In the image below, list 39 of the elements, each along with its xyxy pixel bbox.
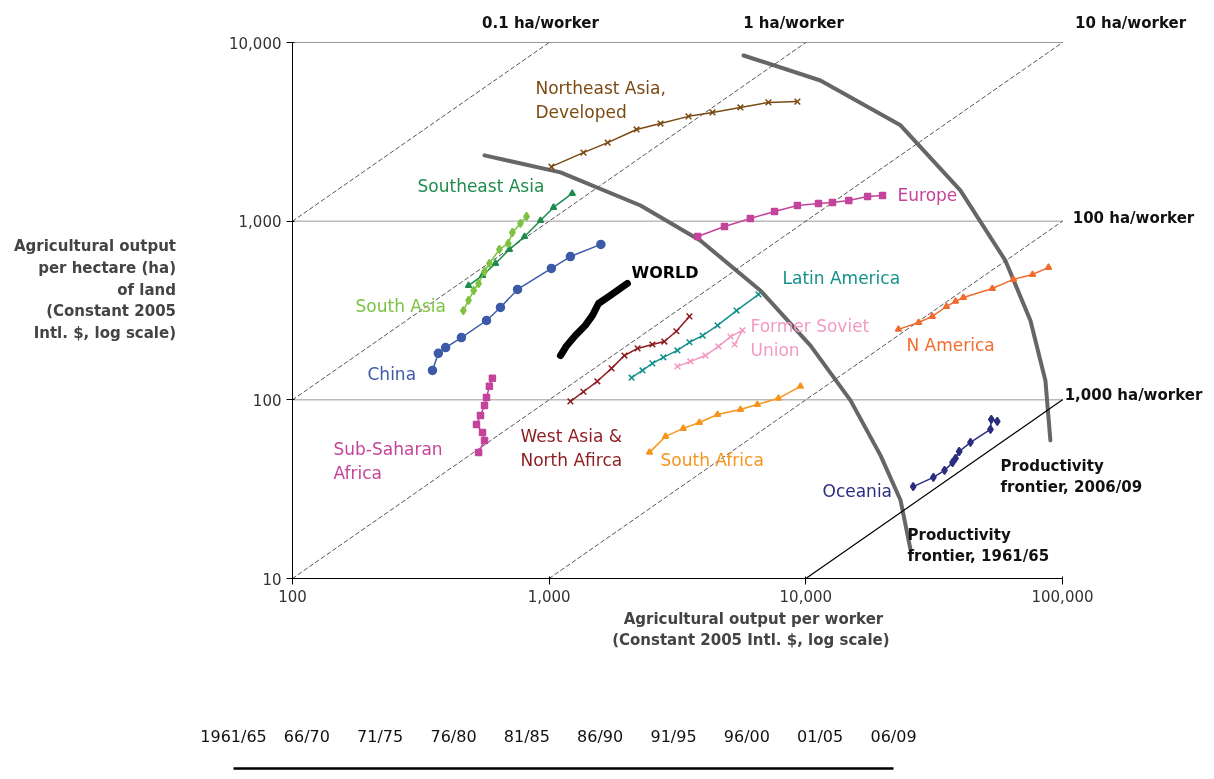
x-tick-label: 100 — [278, 587, 307, 606]
x-axis-title: Agricultural output per worker (Constant 2005 Intl. $, log scale) — [612, 609, 890, 650]
series-label: WORLD — [631, 263, 699, 282]
series-label: China — [367, 363, 417, 384]
category-label: 96/00 — [723, 726, 770, 746]
y-tick-label: 1,000 — [238, 213, 282, 232]
y-tick-label: 100 — [252, 391, 282, 410]
x-tick-label: 100,000 — [1031, 587, 1094, 606]
category-label: 66/70 — [283, 726, 330, 746]
y-axis-title: Agricultural output per hectare (ha) of land (Constant 2005 Intl. $, log scale) — [13, 237, 177, 342]
series-label: 10 ha/worker — [1074, 13, 1187, 32]
series-label: Productivity frontier, 1961/65 — [907, 525, 1050, 566]
text: Productivity frontier, 2006/09 — [1000, 456, 1143, 497]
series-label: Sub-Saharan Africa — [333, 438, 443, 483]
series-label: South Asia — [355, 295, 446, 316]
category-label: 76/80 — [430, 726, 477, 746]
category-label: 81/85 — [503, 726, 550, 746]
series-label: South Africa — [660, 449, 764, 470]
series-label: 100 ha/worker — [1072, 208, 1195, 227]
x-tick-label: 10,000 — [779, 587, 833, 606]
y-tick-label: 10 — [262, 570, 282, 589]
category-label: 91/95 — [650, 726, 697, 746]
y-tick-label: 10,000 — [229, 34, 282, 53]
series-label: Europe — [897, 184, 958, 205]
category-label: 71/75 — [357, 726, 404, 746]
category-label: 86/90 — [577, 726, 624, 746]
x-tick-label: 1,000 — [527, 587, 571, 606]
series-label: Southeast Asia — [417, 175, 545, 196]
category-label: 01/05 — [797, 726, 844, 746]
category-label: 06/09 — [870, 726, 917, 746]
series-label: N America — [906, 334, 995, 355]
series-label: 1 ha/worker — [743, 13, 845, 32]
series-label: Oceania — [822, 480, 893, 501]
category-label: 1961/65 — [200, 726, 267, 746]
series-label: Latin America — [782, 267, 901, 288]
text: West Asia & North Afirca — [520, 425, 623, 470]
series-label: 1,000 ha/worker — [1064, 385, 1203, 404]
series-label: 0.1 ha/worker — [482, 13, 600, 32]
series-label: Northeast Asia, Developed — [535, 77, 666, 122]
